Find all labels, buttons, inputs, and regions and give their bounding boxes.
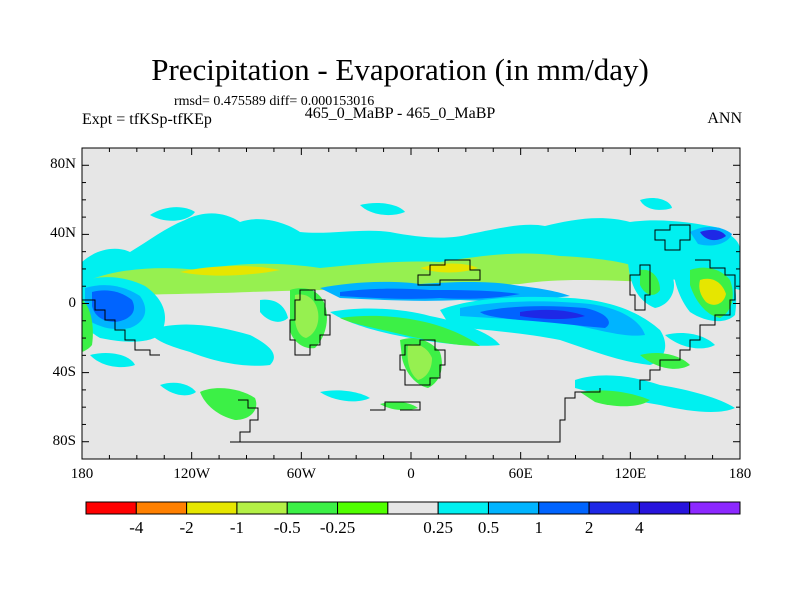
field-region-green-southern-2 (580, 390, 650, 407)
colorbar-label: 4 (635, 518, 644, 537)
colorbar-label: -2 (179, 518, 194, 537)
colorbar-swatch (286, 501, 339, 515)
coastline-antarctica (230, 388, 601, 443)
colorbar-swatch (186, 501, 238, 515)
field-region-cyan-southern-1 (160, 382, 196, 396)
colorbar-swatch (689, 501, 741, 515)
coastline-south-america (289, 289, 331, 356)
colorbar-swatch (135, 501, 188, 515)
field-region-lightgreen-africa (407, 344, 432, 380)
colorbar-swatch (487, 501, 540, 515)
lon-label: 120E (614, 466, 647, 482)
field-region-green-southern-1 (200, 388, 257, 420)
plot-title: Precipitation - Evaporation (in mm/day) (151, 52, 649, 87)
lat-label: 0 (68, 294, 77, 311)
case-label: 465_0_MaBP - 465_0_MaBP (304, 105, 496, 122)
lat-label: 40N (50, 225, 76, 242)
colorbar-label: -0.25 (319, 518, 356, 537)
lon-label: 60W (286, 466, 316, 482)
field-region-darkblue-northeast (700, 229, 726, 241)
colorbar-swatch (538, 501, 590, 515)
lon-label: 180 (728, 466, 752, 482)
coastline-east-asia (654, 224, 691, 251)
colorbar-label: 0.5 (477, 518, 500, 537)
field-region-green-southern-3 (380, 401, 418, 411)
precip-field (82, 197, 740, 420)
stats-label: rmsd= 0.475589 diff= 0.000153016 (174, 94, 375, 109)
colorbar-swatch (387, 501, 439, 515)
colorbar-label: 1 (534, 518, 544, 537)
axis-ticks (81, 148, 741, 459)
field-region-cyan-blob-2 (360, 202, 405, 216)
field-region-blue-west-pacific (92, 290, 135, 322)
field-region-yellow-north-2 (420, 263, 478, 273)
lat-label: 80S (52, 432, 76, 449)
field-region-cyan-southern-3 (320, 390, 370, 402)
colorbar-label: 0.25 (423, 518, 454, 537)
field-region-cyan-south-america (150, 324, 274, 366)
colorbar-label: 2 (584, 518, 594, 537)
field-region-lightgreen-south-america (294, 294, 319, 338)
field-region-cyan-south-west (90, 353, 135, 368)
field-region-cyan-blob-3 (640, 197, 672, 210)
experiment-label: Expt = tfKSp-tfKEp (82, 111, 212, 128)
colorbar-swatch (236, 501, 288, 515)
map-background (82, 148, 740, 459)
colorbar-swatch (588, 501, 640, 515)
colorbar-label: -4 (129, 518, 144, 537)
colorbar-swatch (85, 501, 137, 515)
coastlines (82, 224, 736, 443)
field-region-darkblue-south-pacific (520, 309, 585, 319)
lon-label: 60E (508, 466, 533, 482)
lon-label: 0 (407, 466, 415, 482)
colorbar-label: -0.5 (273, 518, 301, 537)
lon-label: 180 (70, 466, 94, 482)
lon-label: 120W (173, 466, 210, 482)
lat-label: 80N (50, 156, 76, 173)
field-region-green-west-edge (82, 300, 93, 352)
field-region-cyan-blob-1 (150, 207, 195, 221)
coastline-maritime (629, 264, 651, 311)
field-region-green-southern-4 (640, 353, 690, 369)
colorbar-label: -1 (229, 518, 244, 537)
field-region-blue-itcz (340, 288, 520, 299)
field-region-yellow-north-1 (180, 266, 280, 276)
coastline-north-africa (417, 259, 481, 286)
coastline-south-islands (370, 401, 421, 411)
lat-label: 40S (52, 363, 76, 380)
coastline-australia (639, 259, 736, 390)
colorbar (85, 501, 741, 515)
coastline-africa (399, 339, 446, 386)
field-region-yellow-australia-east (699, 278, 726, 305)
colorbar-swatch (337, 501, 389, 515)
field-region-cyan-atlantic (260, 299, 288, 322)
field-region-cyan-southern-2 (575, 375, 735, 412)
colorbar-swatch (638, 501, 691, 515)
season-label: ANN (707, 110, 742, 127)
field-region-green-south-tropics (340, 315, 480, 346)
field-region-green-band-north (90, 253, 650, 296)
coastline-west-pacific (82, 299, 160, 356)
colorbar-swatch (437, 501, 489, 515)
